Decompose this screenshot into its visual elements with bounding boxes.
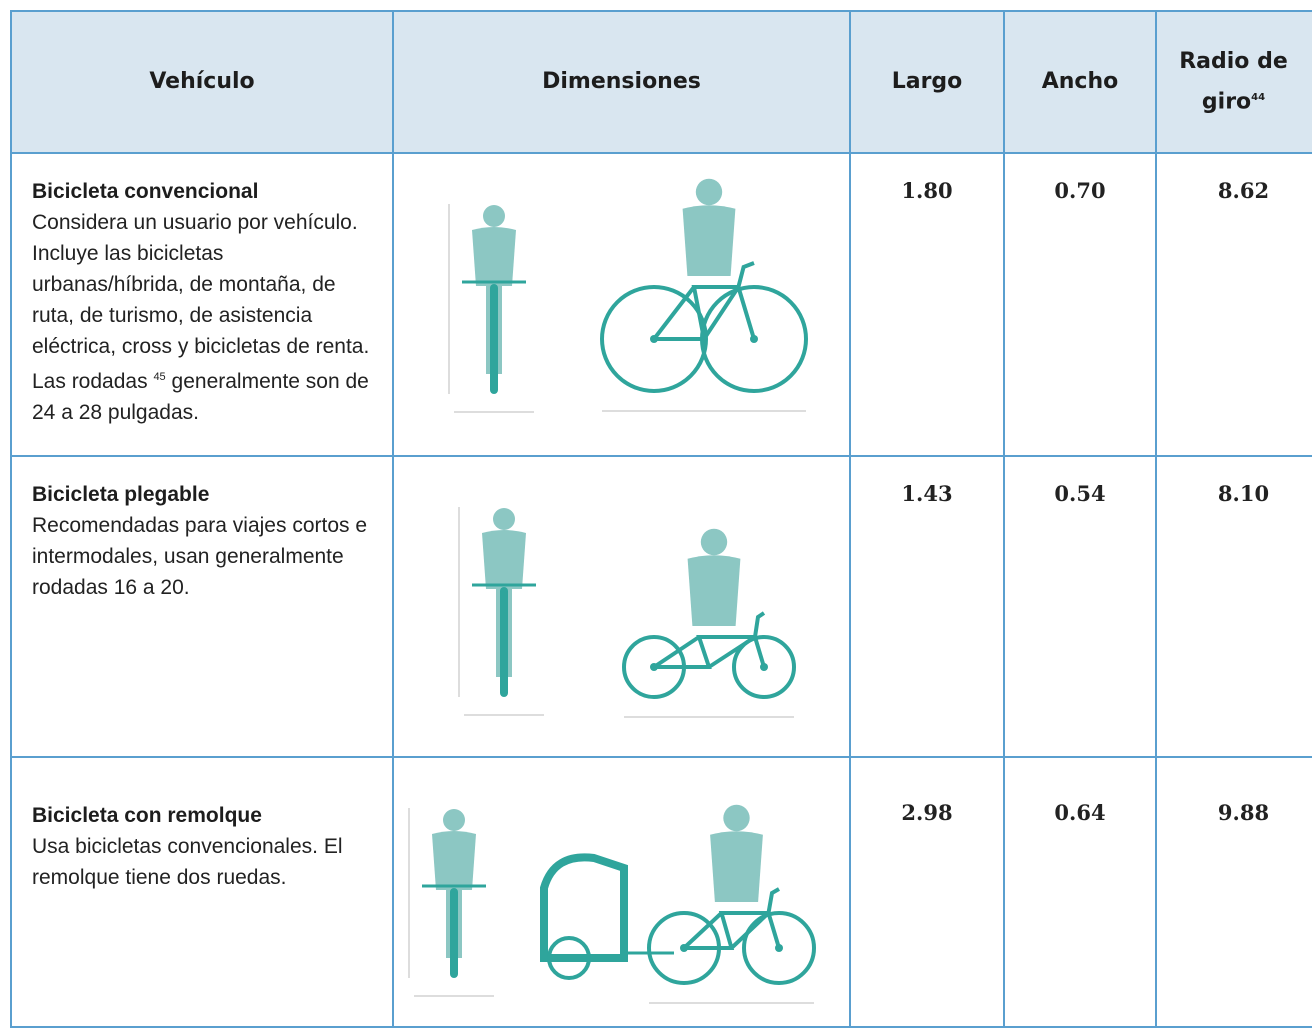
vehicles-table: Vehículo Dimensiones Largo Ancho Radio d… xyxy=(10,10,1312,1028)
illustration-shape xyxy=(450,888,458,978)
illustration-shape xyxy=(540,853,628,962)
illustration-shape xyxy=(723,804,750,832)
vehicle-description: Recomendadas para viajes cortos e interm… xyxy=(32,514,368,599)
largo: 2.98 xyxy=(849,756,1005,1028)
illustration-shape xyxy=(472,227,516,286)
header-row: Vehículo Dimensiones Largo Ancho Radio d… xyxy=(10,10,1312,154)
illustration-shape xyxy=(732,635,796,699)
radio: 9.88 xyxy=(1155,756,1312,1028)
radio: 8.10 xyxy=(1155,455,1312,758)
header-cell: Ancho xyxy=(1003,10,1157,154)
ancho: 0.54 xyxy=(1003,455,1157,758)
ancho: 0.64 xyxy=(1003,756,1157,1028)
header-cell: Radio de giro44 xyxy=(1155,10,1312,154)
header-cell: Vehículo xyxy=(10,10,394,154)
illustration-shape xyxy=(700,528,728,556)
largo: 1.43 xyxy=(849,455,1005,758)
vehicle-cell: Bicicleta convencional Considera un usuar… xyxy=(10,152,394,457)
illustration-shape xyxy=(432,831,476,890)
vehicle-name: Bicicleta con remolque xyxy=(32,804,262,827)
row: Bicicleta con remolque Usa bicicletas con… xyxy=(10,756,1312,1028)
illustration-cell xyxy=(392,756,851,1028)
vehicle-description: generalmente son de 24 a 28 pulgadas. xyxy=(32,370,369,424)
illustration-shape xyxy=(695,178,723,206)
vehicle-name: Bicicleta plegable xyxy=(32,483,210,506)
footnote-ref: 44 xyxy=(1251,91,1266,103)
illustration-shape xyxy=(547,936,591,980)
illustration-shape xyxy=(493,508,515,530)
vehicle-name: Bicicleta convencional xyxy=(32,180,259,203)
illustration-shape xyxy=(682,205,736,276)
largo: 1.80 xyxy=(849,152,1005,457)
ancho: 0.70 xyxy=(1003,152,1157,457)
row: Bicicleta convencional Considera un usuar… xyxy=(10,152,1312,457)
vehicle-description: Considera un usuario por vehículo. Inclu… xyxy=(32,211,370,393)
illustration-cell xyxy=(392,455,851,758)
vehicle-cell: Bicicleta con remolque Usa bicicletas con… xyxy=(10,756,394,1028)
illustration xyxy=(408,804,816,1004)
illustration xyxy=(448,178,808,413)
radio: 8.62 xyxy=(1155,152,1312,457)
illustration-shape xyxy=(490,284,498,394)
illustration-cell xyxy=(392,152,851,457)
illustration-shape xyxy=(500,587,508,697)
illustration-shape xyxy=(443,809,465,831)
illustration xyxy=(458,507,796,718)
header-cell: Dimensiones xyxy=(392,10,851,154)
row: Bicicleta plegable Recomendadas para viaj… xyxy=(10,455,1312,758)
footnote-ref: 45 xyxy=(153,371,166,383)
illustration-shape xyxy=(652,261,756,341)
header-cell: Largo xyxy=(849,10,1005,154)
illustration-shape xyxy=(483,205,505,227)
illustration-shape xyxy=(742,911,816,985)
illustration-shape xyxy=(482,530,526,589)
vehicle-cell: Bicicleta plegable Recomendadas para viaj… xyxy=(10,455,394,758)
illustration-shape xyxy=(652,611,766,669)
illustration-shape xyxy=(687,555,741,626)
vehicle-description: Usa bicicletas convencionales. El remolq… xyxy=(32,835,343,889)
illustration-shape xyxy=(682,887,781,950)
illustration-shape xyxy=(710,831,763,902)
header-text: Radio de giro xyxy=(1179,48,1288,115)
